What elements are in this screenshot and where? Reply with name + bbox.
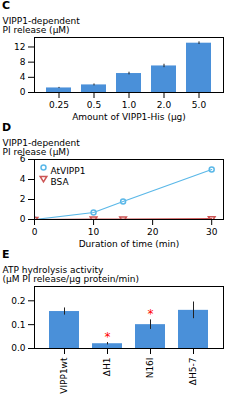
- svg-text:N16I: N16I: [145, 358, 155, 379]
- svg-text:0: 0: [20, 214, 26, 224]
- svg-text:0: 0: [32, 227, 38, 237]
- html-text:D: D: [2, 121, 12, 134]
- html-text:C: C: [2, 0, 11, 12]
- svg-text:6: 6: [19, 154, 26, 165]
- svg-text:BSA: BSA: [51, 177, 70, 187]
- svg-text:4: 4: [20, 174, 26, 184]
- svg-text:ΔH5-7: ΔH5-7: [188, 358, 198, 386]
- svg-text:0.1: 0.1: [11, 320, 25, 330]
- svg-text:0.5: 0.5: [87, 100, 101, 110]
- svg-text:0: 0: [20, 87, 26, 97]
- svg-text:4: 4: [20, 72, 26, 82]
- svg-text:ΔH1: ΔH1: [102, 358, 112, 377]
- svg-text:Amount of VIPP1-His (μg): Amount of VIPP1-His (μg): [72, 112, 186, 122]
- svg-text:VIPP1-dependentPI release (μM): VIPP1-dependentPI release (μM): [3, 16, 81, 35]
- svg-text:*: *: [148, 307, 154, 321]
- svg-text:*: *: [105, 330, 111, 344]
- svg-text:20: 20: [147, 227, 159, 237]
- svg-text:0.2: 0.2: [11, 296, 25, 306]
- svg-text:8: 8: [20, 57, 26, 67]
- svg-text:0.0: 0.0: [11, 343, 26, 353]
- svg-text:2.0: 2.0: [157, 100, 172, 110]
- svg-text:AtVIPP1: AtVIPP1: [51, 166, 86, 176]
- svg-text:10: 10: [88, 227, 100, 237]
- svg-text:12: 12: [14, 42, 25, 52]
- svg-text:1.0: 1.0: [122, 100, 137, 110]
- svg-text:30: 30: [206, 227, 218, 237]
- svg-text:ATP hydrolysis activity(μM PI: ATP hydrolysis activity(μM PI release/μg…: [3, 265, 139, 284]
- svg-text:2: 2: [20, 194, 26, 204]
- svg-text:VIPP1wt: VIPP1wt: [59, 357, 69, 394]
- svg-text:VIPP1-dependentPI release (μM): VIPP1-dependentPI release (μM): [3, 138, 81, 157]
- svg-text:5.0: 5.0: [192, 100, 207, 110]
- svg-text:Duration of time (min): Duration of time (min): [79, 239, 180, 249]
- html-text:E: E: [2, 248, 10, 261]
- svg-text:0.25: 0.25: [49, 100, 69, 110]
